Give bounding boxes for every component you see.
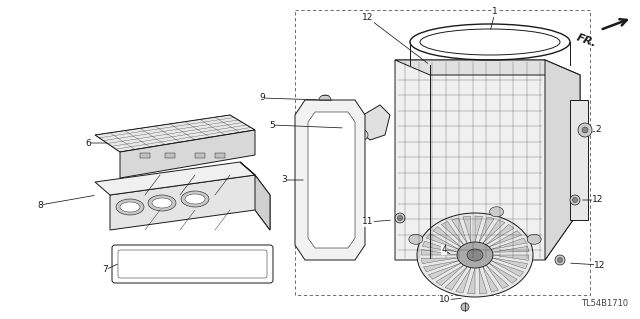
Ellipse shape [527, 234, 541, 244]
Text: FR.: FR. [575, 32, 598, 48]
Text: 12: 12 [592, 196, 604, 204]
Polygon shape [486, 265, 509, 289]
Ellipse shape [185, 194, 205, 204]
Ellipse shape [409, 234, 423, 244]
Polygon shape [429, 263, 461, 279]
Ellipse shape [457, 242, 493, 268]
Bar [570, 100, 588, 220]
Text: TL54B1710: TL54B1710 [581, 299, 628, 308]
Polygon shape [486, 225, 514, 245]
Polygon shape [433, 227, 461, 247]
Polygon shape [308, 112, 355, 248]
Bar [165, 153, 175, 158]
Text: 7: 7 [102, 265, 108, 275]
Ellipse shape [181, 191, 209, 207]
Text: 4: 4 [441, 246, 447, 255]
Text: 10: 10 [439, 295, 451, 305]
Polygon shape [489, 263, 517, 283]
Polygon shape [421, 258, 458, 264]
Polygon shape [110, 175, 270, 230]
Ellipse shape [461, 303, 469, 311]
Ellipse shape [570, 195, 580, 205]
Polygon shape [240, 162, 270, 230]
Polygon shape [421, 249, 457, 255]
Ellipse shape [557, 257, 563, 263]
Polygon shape [436, 265, 464, 286]
Ellipse shape [152, 198, 172, 208]
Text: 11: 11 [362, 218, 374, 226]
Polygon shape [120, 130, 255, 178]
Polygon shape [442, 221, 464, 245]
Polygon shape [483, 220, 505, 243]
Text: 3: 3 [281, 175, 287, 184]
Polygon shape [475, 216, 483, 242]
Ellipse shape [397, 216, 403, 220]
Polygon shape [395, 60, 580, 75]
Polygon shape [422, 241, 458, 252]
Ellipse shape [417, 213, 533, 297]
Polygon shape [489, 231, 522, 247]
Polygon shape [358, 105, 390, 140]
Ellipse shape [578, 123, 592, 137]
Ellipse shape [467, 249, 483, 261]
Ellipse shape [490, 207, 504, 217]
Text: 2: 2 [595, 125, 601, 135]
Ellipse shape [582, 127, 588, 133]
Text: 1: 1 [492, 8, 498, 17]
Polygon shape [445, 267, 467, 290]
Polygon shape [493, 246, 529, 252]
Polygon shape [479, 268, 487, 294]
Polygon shape [467, 268, 475, 294]
Text: 9: 9 [259, 93, 265, 102]
Polygon shape [492, 238, 527, 249]
Ellipse shape [395, 213, 405, 223]
Ellipse shape [342, 119, 358, 131]
Polygon shape [463, 216, 471, 242]
Polygon shape [483, 267, 499, 292]
Polygon shape [479, 217, 494, 242]
Ellipse shape [120, 202, 140, 212]
Text: 5: 5 [269, 121, 275, 130]
Polygon shape [452, 218, 467, 243]
Polygon shape [493, 258, 527, 269]
Bar [140, 153, 150, 158]
Polygon shape [426, 234, 459, 249]
Ellipse shape [352, 129, 368, 141]
Text: 8: 8 [37, 201, 43, 210]
Ellipse shape [148, 195, 176, 211]
Ellipse shape [555, 255, 565, 265]
Polygon shape [456, 268, 471, 293]
Text: 12: 12 [595, 261, 605, 270]
Ellipse shape [573, 197, 577, 203]
Ellipse shape [116, 199, 144, 215]
Text: 6: 6 [85, 138, 91, 147]
Bar [195, 153, 205, 158]
Bar [215, 153, 225, 158]
Polygon shape [545, 60, 580, 260]
Polygon shape [395, 60, 580, 260]
Bar [295, 10, 590, 295]
Polygon shape [295, 100, 365, 260]
Polygon shape [492, 261, 524, 277]
Text: 12: 12 [362, 13, 374, 23]
Polygon shape [493, 255, 529, 260]
Ellipse shape [319, 95, 331, 105]
Polygon shape [95, 115, 255, 152]
Polygon shape [424, 261, 459, 272]
Polygon shape [95, 162, 255, 195]
